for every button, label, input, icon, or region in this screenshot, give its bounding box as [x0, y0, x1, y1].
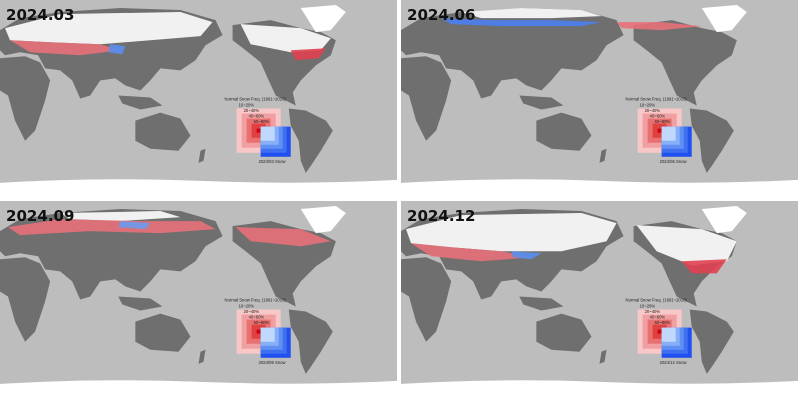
snow-area: [60, 211, 181, 222]
land: [633, 20, 737, 106]
antarctica: [0, 179, 397, 199]
land: [536, 313, 592, 352]
legend-snow-label: 2024/12 Snow: [660, 360, 688, 365]
land: [118, 296, 163, 311]
land: [135, 313, 191, 352]
legend-snow-swatch: [260, 327, 275, 342]
legend-class-label: 60~80%: [254, 320, 270, 325]
legend-normal-swatch: [657, 128, 662, 133]
legend-class-label: 10~20%: [239, 304, 255, 309]
legend-snow-label: 2024/03 Snow: [259, 159, 287, 164]
land: [401, 56, 452, 141]
land: [198, 148, 206, 163]
antarctica: [401, 380, 798, 400]
snow-area: [118, 221, 151, 230]
antarctica: [0, 380, 397, 400]
legend-class-label: 40~60%: [249, 315, 265, 320]
snow-area: [240, 24, 331, 53]
greenland: [300, 5, 346, 33]
greenland: [701, 206, 747, 234]
legend-title: Normal Snow Freq. (1991~2010): [225, 298, 287, 303]
legend-snow-swatch: [260, 126, 275, 141]
land: [401, 8, 624, 99]
land: [135, 112, 191, 151]
snow-area: [5, 12, 213, 45]
snow-area: [406, 213, 617, 252]
greenland: [701, 5, 747, 33]
panel-title: 2024.03: [6, 6, 74, 24]
snow-area: [511, 251, 542, 260]
antarctica: [401, 179, 798, 199]
land: [581, 40, 590, 63]
map-panel: Normal Snow Freq. (1991~2010)10~20%20~40…: [401, 201, 798, 400]
land: [288, 108, 333, 173]
snow-area: [290, 48, 326, 61]
legend-class-label: 10~20%: [239, 103, 255, 108]
map-panel: Normal Snow Freq. (1991~2010)10~20%20~40…: [401, 0, 798, 199]
legend-class-label: 60~80%: [655, 119, 671, 124]
snow-area: [235, 227, 331, 247]
greenland: [300, 206, 346, 234]
legend-snow-swatch: [661, 327, 676, 342]
panel-title: 2024.06: [407, 6, 475, 24]
snow-area: [681, 259, 727, 274]
legend-title: Normal Snow Freq. (1991~2010): [626, 97, 688, 102]
legend-class-label: 60~80%: [655, 320, 671, 325]
land: [581, 241, 590, 264]
snow-area: [108, 44, 126, 55]
land: [519, 95, 564, 110]
legend-class-label: 60~80%: [254, 119, 270, 124]
legend-class-label: 10~20%: [640, 103, 656, 108]
snow-area: [8, 219, 216, 236]
panel-title: 2024.09: [6, 207, 74, 225]
legend-title: Normal Snow Freq. (1991~2010): [626, 298, 688, 303]
map-panel: Normal Snow Freq. (1991~2010)10~20%20~40…: [0, 0, 397, 199]
land: [401, 257, 452, 342]
snow-area: [636, 225, 737, 266]
legend-class-label: 40~60%: [650, 315, 666, 320]
land: [180, 40, 189, 63]
legend-title: Normal Snow Freq. (1991~2010): [225, 97, 287, 102]
snow-area: [441, 18, 602, 27]
legend-snow-swatch: [661, 126, 676, 141]
legend-snow-label: 2024/06 Snow: [660, 159, 688, 164]
snow-area: [461, 8, 602, 19]
legend-class-label: 40~60%: [650, 114, 666, 119]
legend-class-label: 40~60%: [249, 114, 265, 119]
panel-title: 2024.12: [407, 207, 475, 225]
legend-normal-swatch: [256, 329, 261, 334]
land: [198, 349, 206, 364]
land: [0, 257, 51, 342]
snow-area: [616, 22, 702, 31]
legend-class-label: 20~40%: [244, 108, 260, 113]
legend-normal-swatch: [657, 329, 662, 334]
land: [180, 241, 189, 264]
land: [0, 56, 51, 141]
land: [288, 309, 333, 374]
snow-area: [411, 243, 532, 262]
legend-snow-label: 2024/09 Snow: [259, 360, 287, 365]
legend-class-label: 20~40%: [645, 309, 661, 314]
land: [689, 108, 734, 173]
legend-class-label: 20~40%: [244, 309, 260, 314]
legend-class-label: 20~40%: [645, 108, 661, 113]
land: [519, 296, 564, 311]
map-panel: Normal Snow Freq. (1991~2010)10~20%20~40…: [0, 201, 397, 400]
legend-class-label: 10~20%: [640, 304, 656, 309]
land: [536, 112, 592, 151]
snow-area: [10, 40, 121, 56]
legend-normal-swatch: [256, 128, 261, 133]
land: [689, 309, 734, 374]
land: [118, 95, 163, 110]
